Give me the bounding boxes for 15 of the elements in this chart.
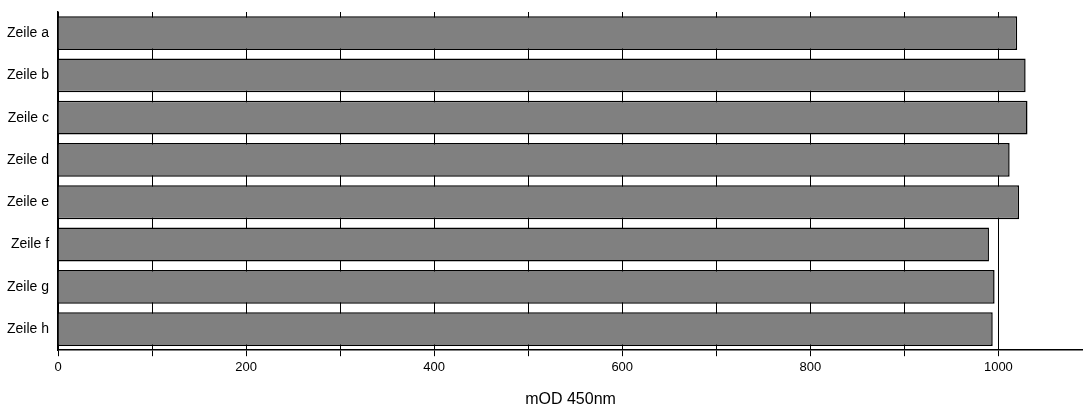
y-tick-label: Zeile e: [6, 193, 50, 210]
x-axis-title: mOD 450nm: [525, 389, 616, 407]
y-tick-label: Zeile h: [6, 319, 50, 336]
x-tick-label: 400: [423, 358, 446, 374]
x-tick-label: 1000: [983, 358, 1013, 374]
y-tick-label: Zeile g: [6, 277, 50, 294]
y-tick-label: Zeile c: [7, 108, 50, 125]
y-tick-label: Zeile f: [10, 235, 50, 252]
x-tick-label: 0: [54, 358, 62, 374]
x-tick-label: 200: [235, 358, 257, 374]
x-tick-label: 600: [611, 358, 634, 374]
y-tick-label: Zeile d: [6, 150, 50, 167]
y-tick-label: Zeile a: [6, 24, 50, 40]
y-tick-label: Zeile b: [6, 66, 50, 83]
x-tick-label: 800: [799, 358, 822, 374]
